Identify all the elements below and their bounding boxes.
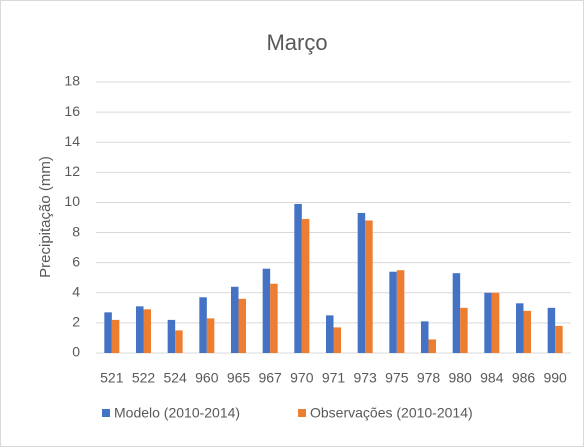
y-tick-label: 4 (72, 283, 80, 299)
y-tick-label: 0 (72, 344, 80, 360)
y-tick-label: 6 (72, 253, 80, 269)
x-tick-label: 986 (512, 370, 536, 386)
bar (262, 268, 271, 353)
bar (136, 306, 144, 353)
x-tick-label: 971 (322, 370, 346, 386)
x-tick-label: 967 (258, 370, 282, 386)
y-tick-label: 8 (72, 223, 80, 239)
bar (523, 310, 531, 353)
bar (396, 270, 405, 353)
y-tick-label: 12 (64, 163, 80, 179)
bar (365, 220, 373, 353)
bar (167, 319, 176, 353)
bar (555, 325, 563, 353)
x-tick-label: 978 (417, 370, 441, 386)
bar (199, 297, 207, 353)
x-tick-label: 990 (543, 370, 567, 386)
bar (326, 315, 334, 353)
x-tick-label: 965 (227, 370, 251, 386)
chart-title: Março (266, 30, 327, 55)
bar (294, 203, 302, 353)
bar (238, 298, 246, 353)
bar (111, 319, 120, 353)
y-tick-label: 14 (64, 133, 80, 149)
y-tick-label: 10 (64, 193, 80, 209)
y-tick-label: 2 (72, 314, 80, 330)
bar (104, 312, 112, 353)
x-tick-label: 970 (290, 370, 314, 386)
bar (460, 307, 468, 353)
legend-swatch (102, 409, 110, 417)
bar (452, 273, 461, 353)
y-axis-label: Precipitação (mm) (37, 156, 54, 278)
bar (270, 283, 278, 353)
x-tick-label: 973 (353, 370, 377, 386)
bar (428, 339, 436, 353)
legend-swatch (298, 409, 306, 417)
y-tick-label: 18 (64, 73, 80, 89)
x-tick-label: 524 (163, 370, 187, 386)
x-tick-label: 960 (195, 370, 219, 386)
x-tick-label: 984 (480, 370, 504, 386)
legend-label: Modelo (2010-2014) (114, 405, 240, 421)
x-tick-label: 521 (100, 370, 124, 386)
x-tick-label: 980 (448, 370, 472, 386)
bar (491, 292, 500, 353)
bar (206, 318, 215, 353)
bar (421, 321, 429, 353)
bar (175, 330, 183, 353)
bar (231, 286, 239, 353)
bar (357, 212, 366, 353)
bar (516, 303, 524, 353)
bar (143, 309, 151, 353)
bar (389, 271, 397, 353)
bar (547, 307, 556, 353)
legend-label: Observações (2010-2014) (310, 405, 473, 421)
bar (484, 292, 492, 353)
bar (301, 219, 310, 353)
x-tick-label: 975 (385, 370, 409, 386)
x-tick-label: 522 (132, 370, 156, 386)
bar (333, 327, 341, 353)
y-tick-label: 16 (64, 103, 80, 119)
